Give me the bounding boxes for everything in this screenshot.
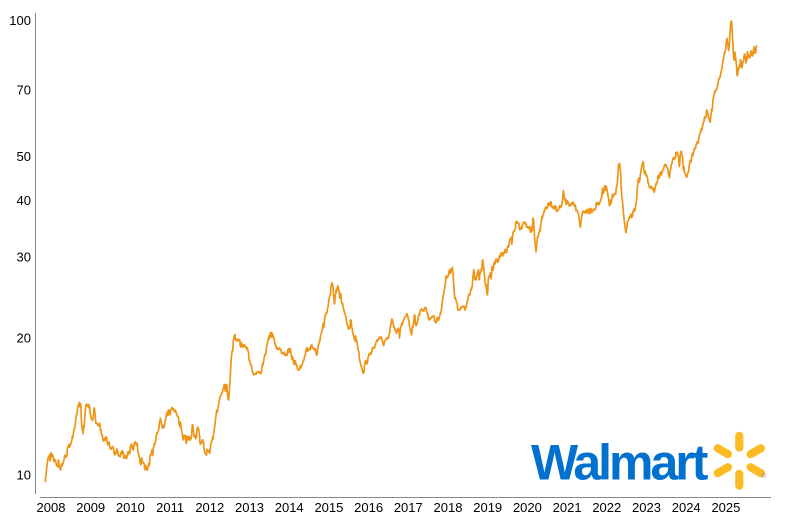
svg-text:70: 70 [17, 83, 31, 98]
svg-text:2015: 2015 [314, 500, 343, 515]
svg-text:2022: 2022 [592, 500, 621, 515]
svg-text:2010: 2010 [116, 500, 145, 515]
svg-text:2017: 2017 [394, 500, 423, 515]
svg-text:50: 50 [17, 149, 31, 164]
svg-text:2011: 2011 [156, 500, 184, 515]
svg-text:2019: 2019 [473, 500, 502, 515]
svg-text:2024: 2024 [672, 500, 701, 515]
svg-text:2012: 2012 [195, 500, 224, 515]
svg-text:2008: 2008 [37, 500, 66, 515]
svg-text:2014: 2014 [275, 500, 304, 515]
svg-text:20: 20 [17, 331, 31, 346]
svg-text:2020: 2020 [513, 500, 542, 515]
svg-text:Walmart: Walmart [531, 435, 709, 491]
svg-text:®: ® [761, 472, 767, 480]
svg-text:100: 100 [9, 13, 31, 28]
svg-text:2016: 2016 [354, 500, 383, 515]
svg-text:2009: 2009 [76, 500, 105, 515]
svg-text:2023: 2023 [632, 500, 661, 515]
svg-text:10: 10 [17, 468, 31, 483]
svg-text:2018: 2018 [434, 500, 463, 515]
svg-text:40: 40 [17, 193, 31, 208]
svg-text:30: 30 [17, 250, 31, 265]
svg-text:2025: 2025 [711, 500, 740, 515]
svg-text:2021: 2021 [553, 500, 582, 515]
svg-text:2013: 2013 [235, 500, 264, 515]
